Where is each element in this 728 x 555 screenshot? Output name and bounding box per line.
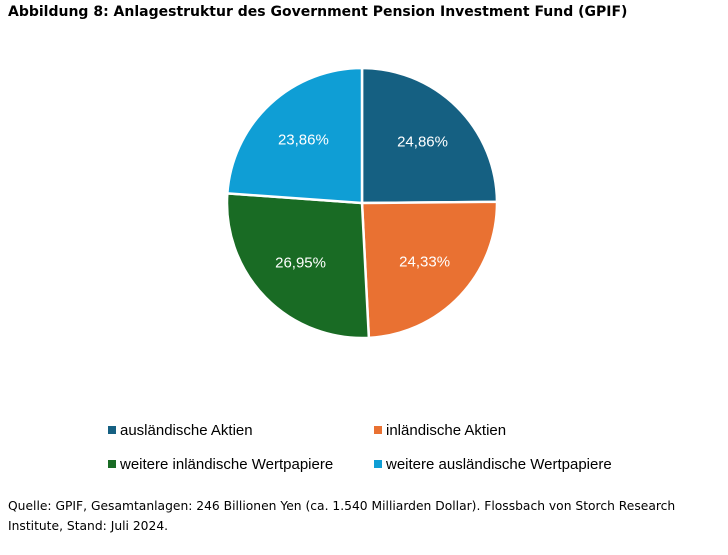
pie-slice [226,66,364,205]
pie-slices [225,66,499,340]
legend-label: weitere ausländische Wertpapiere [386,455,612,473]
legend-label: ausländische Aktien [120,421,253,439]
pie-data-label: 23,86% [278,132,329,149]
legend-item-weitere-inlaendische-wertpapiere: weitere inländische Wertpapiere [108,455,374,473]
legend-swatch [374,426,382,434]
legend-item-inlaendische-aktien: inländische Aktien [374,421,664,439]
legend-item-weitere-auslaendische-wertpapiere: weitere ausländische Wertpapiere [374,455,664,473]
legend-swatch [374,460,382,468]
legend-item-auslaendische-aktien: ausländische Aktien [108,421,374,439]
legend-swatch [108,426,116,434]
pie-chart: 24,86% 24,33% 26,95% 23,86% [225,66,499,340]
legend-label: inländische Aktien [386,421,507,439]
legend-swatch [108,460,116,468]
legend-label: weitere inländische Wertpapiere [120,455,334,473]
pie-data-labels: 24,86% 24,33% 26,95% 23,86% [275,132,450,272]
pie-data-label: 24,33% [399,253,450,270]
pie-data-label: 24,86% [397,133,448,150]
figure-title: Abbildung 8: Anlagestruktur des Governme… [8,4,628,20]
pie-slice [225,192,371,340]
chart-legend: ausländische Aktien inländische Aktien w… [108,421,668,473]
pie-slice [360,66,499,205]
pie-data-label: 26,95% [275,255,326,272]
pie-slice [360,200,499,340]
source-note: Quelle: GPIF, Gesamtanlagen: 246 Billion… [8,499,676,533]
